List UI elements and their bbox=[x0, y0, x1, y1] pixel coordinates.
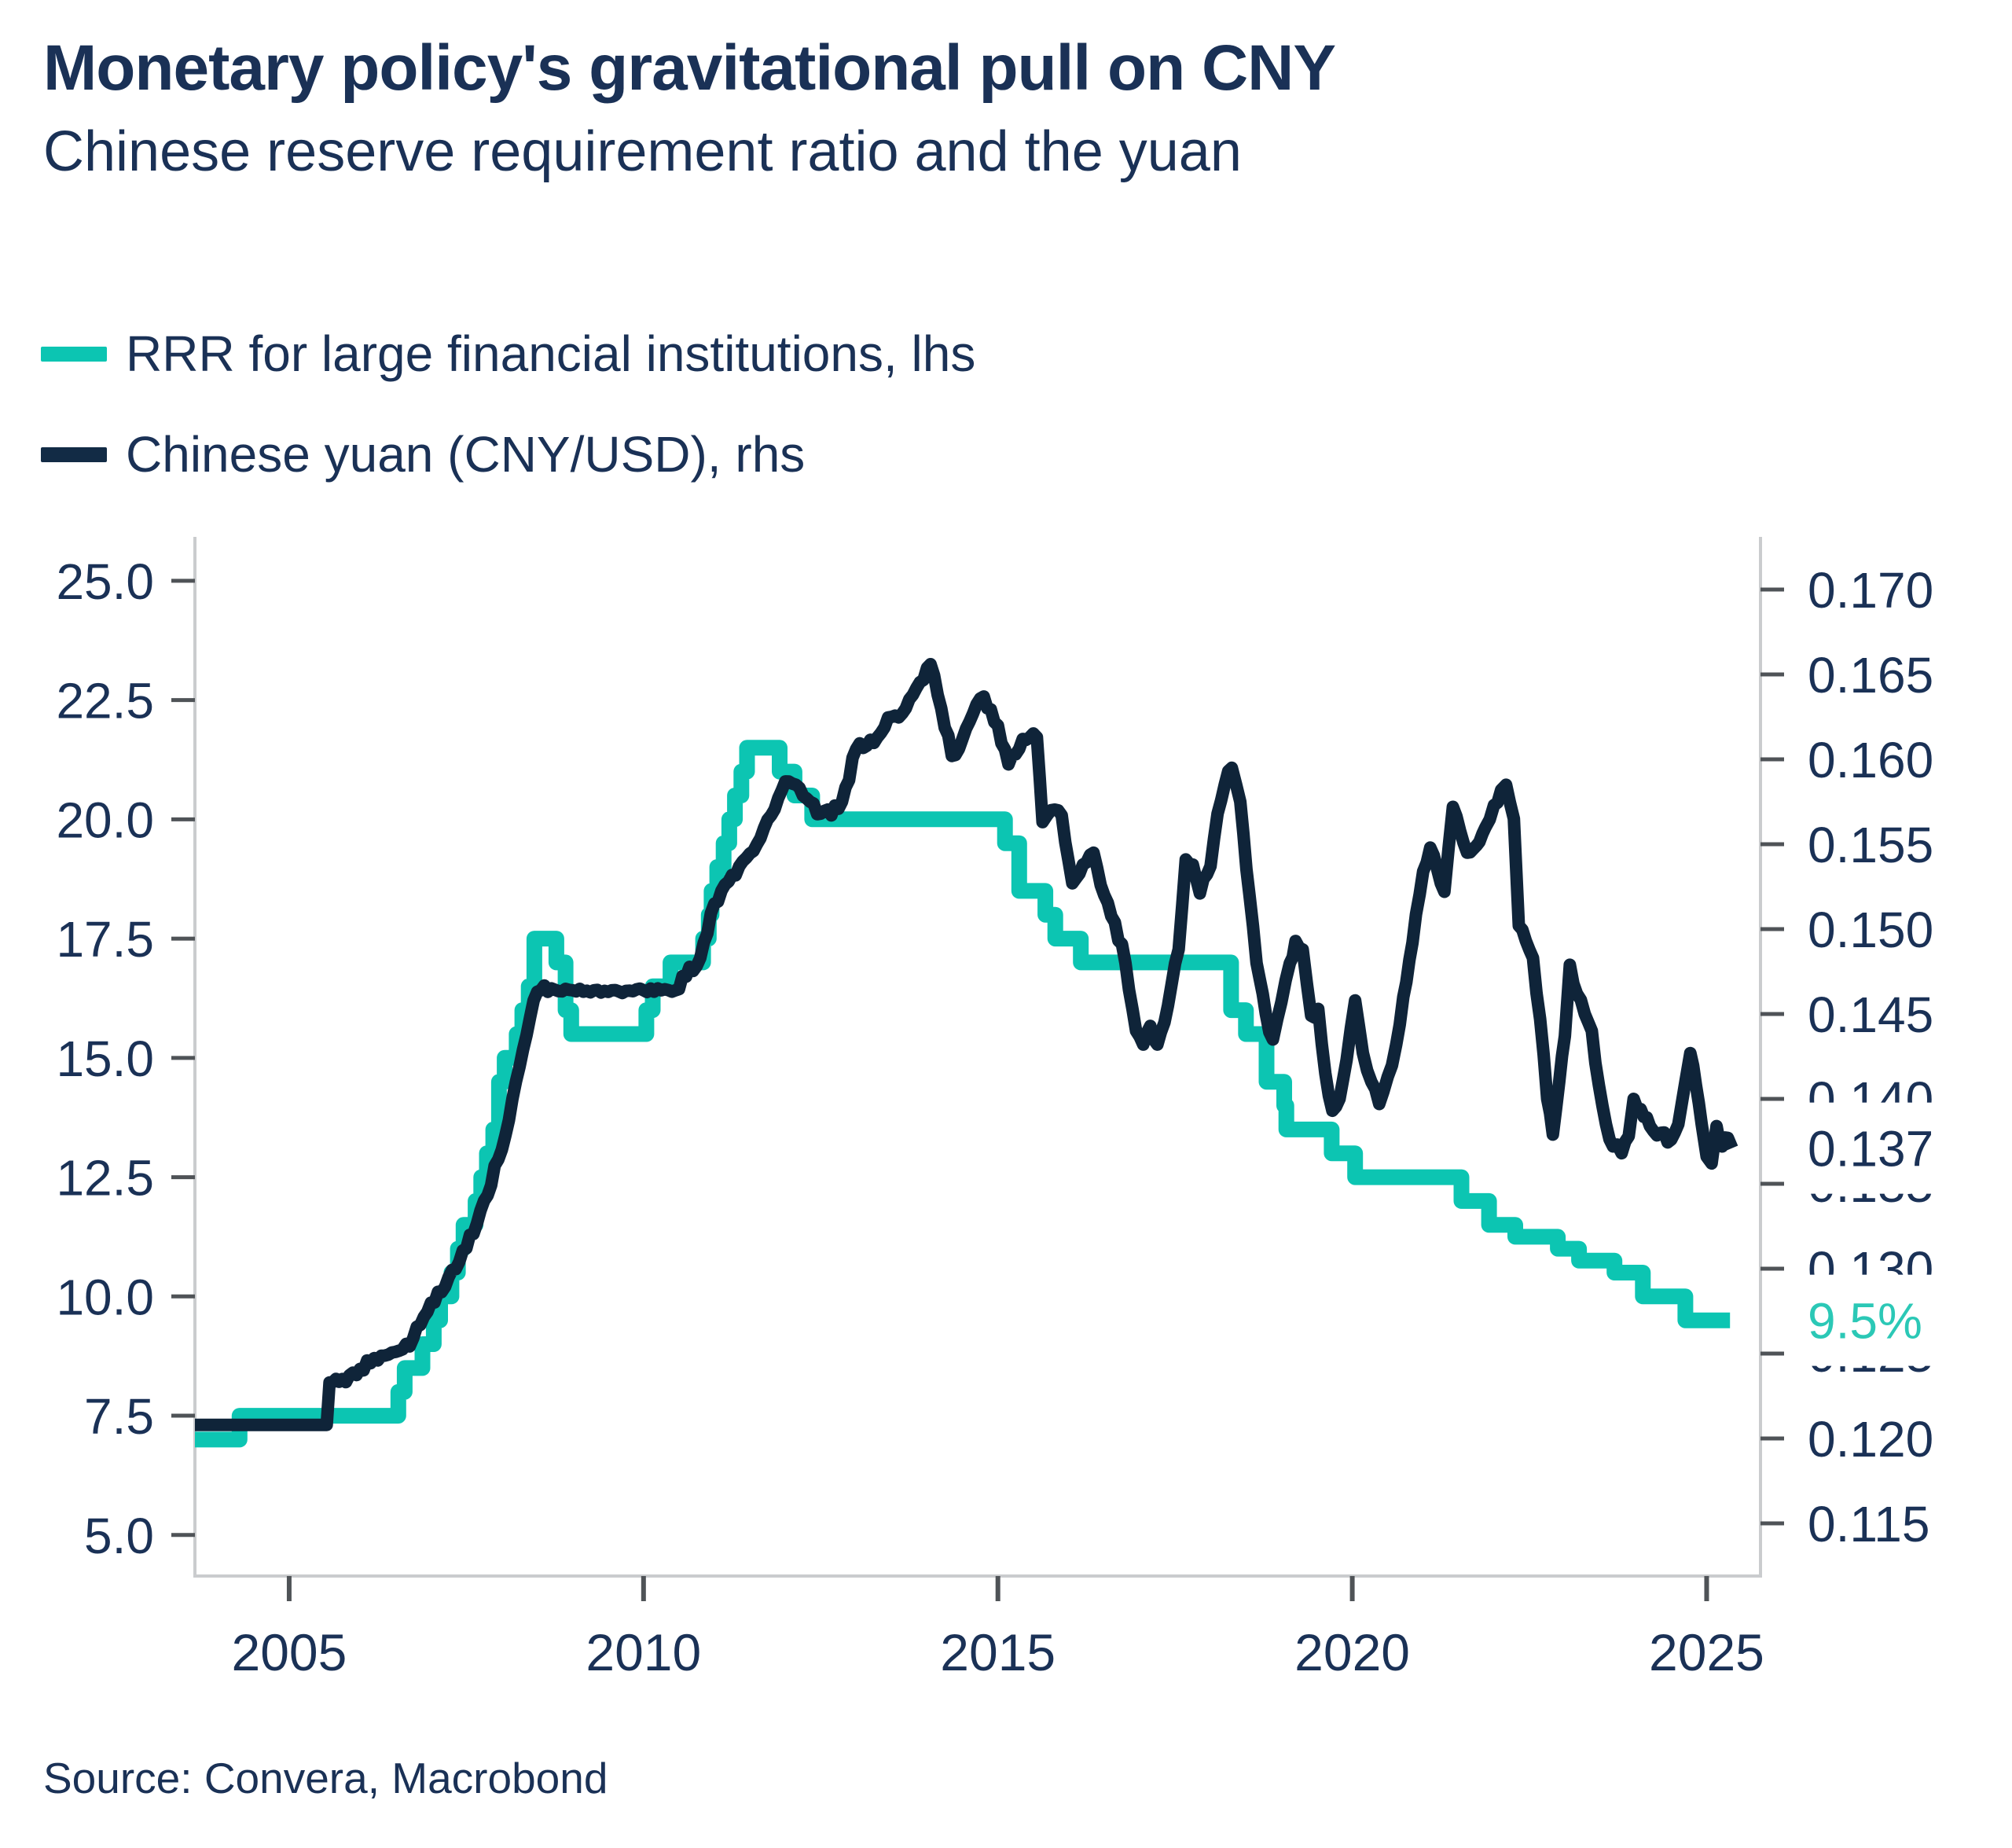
y-right-tick-label: 0.150 bbox=[1808, 902, 1933, 958]
legend: RRR for large financial institutions, lh… bbox=[41, 325, 975, 526]
legend-swatch-rrr-icon bbox=[41, 346, 107, 362]
y-left-tick-label: 25.0 bbox=[56, 553, 154, 610]
y-right-tick-label: 0.170 bbox=[1808, 562, 1933, 619]
y-left-tick-label: 12.5 bbox=[56, 1150, 154, 1207]
legend-swatch-cny-icon bbox=[41, 446, 107, 462]
series-line-cny bbox=[192, 658, 1738, 1431]
y-right-tick-label: 0.115 bbox=[1808, 1496, 1929, 1552]
y-left-tick-label: 7.5 bbox=[84, 1388, 154, 1445]
chart-title: Monetary policy's gravitational pull on … bbox=[43, 32, 1336, 104]
y-right-tick-label: 0.120 bbox=[1808, 1411, 1933, 1468]
x-tick-label: 2005 bbox=[232, 1623, 347, 1681]
y-right-tick-label: 0.165 bbox=[1808, 647, 1933, 704]
x-tick-label: 2020 bbox=[1294, 1623, 1410, 1681]
x-tick-label: 2010 bbox=[586, 1623, 701, 1681]
y-left-tick-label: 20.0 bbox=[56, 792, 154, 848]
y-left-tick-label: 22.5 bbox=[56, 673, 154, 729]
y-right-tick-label: 0.145 bbox=[1808, 986, 1933, 1043]
callout-label-cny: 0.137 bbox=[1808, 1121, 1933, 1178]
y-left-tick-label: 5.0 bbox=[84, 1508, 154, 1564]
x-tick-label: 2025 bbox=[1649, 1623, 1764, 1681]
series-line-rrr bbox=[195, 740, 1731, 1448]
y-left-tick-label: 17.5 bbox=[56, 911, 154, 968]
y-left-tick-label: 10.0 bbox=[56, 1269, 154, 1325]
y-left-tick-label: 15.0 bbox=[56, 1031, 154, 1087]
chart-subtitle: Chinese reserve requirement ratio and th… bbox=[43, 120, 1242, 183]
legend-label-rrr: RRR for large financial institutions, lh… bbox=[126, 325, 976, 382]
legend-label-cny: Chinese yuan (CNY/USD), rhs bbox=[126, 426, 806, 483]
y-right-tick-label: 0.160 bbox=[1808, 732, 1933, 788]
callout-box-cny bbox=[1794, 1102, 1998, 1194]
x-tick-label: 2015 bbox=[940, 1623, 1056, 1681]
callout-label-rrr: 9.5% bbox=[1808, 1293, 1922, 1350]
legend-item-cny: Chinese yuan (CNY/USD), rhs bbox=[41, 425, 975, 483]
legend-item-rrr: RRR for large financial institutions, lh… bbox=[41, 325, 975, 383]
source-note: Source: Convera, Macrobond bbox=[43, 1754, 608, 1802]
callout-box-rrr bbox=[1794, 1274, 1998, 1366]
y-right-tick-label: 0.155 bbox=[1808, 817, 1933, 873]
